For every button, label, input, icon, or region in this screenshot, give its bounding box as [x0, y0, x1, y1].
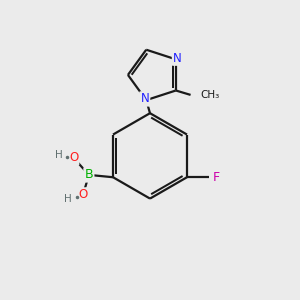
Text: N: N [173, 52, 182, 65]
Text: O: O [69, 151, 78, 164]
Text: CH₃: CH₃ [200, 90, 219, 100]
Text: H: H [55, 150, 62, 160]
Text: B: B [85, 168, 93, 182]
Text: O: O [78, 188, 88, 201]
Text: F: F [213, 171, 220, 184]
Text: H: H [64, 194, 72, 204]
Text: N: N [140, 92, 149, 105]
